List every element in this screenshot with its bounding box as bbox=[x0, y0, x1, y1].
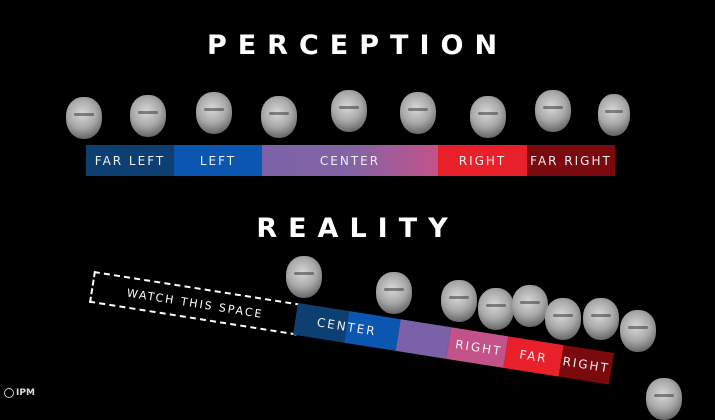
segment-left: LEFT bbox=[174, 145, 262, 176]
face-7 bbox=[470, 96, 506, 138]
perception-title: PERCEPTION bbox=[206, 30, 509, 61]
segment-far-right: FAR RIGHT bbox=[527, 145, 615, 176]
face-3 bbox=[196, 92, 232, 134]
perception-spectrum-bar: FAR LEFT LEFT CENTER RIGHT FAR RIGHT bbox=[86, 145, 615, 176]
face-r5 bbox=[512, 285, 548, 327]
logo-text: IPM bbox=[16, 388, 35, 398]
segment-right: RIGHT bbox=[438, 145, 527, 176]
face-8 bbox=[535, 90, 571, 132]
segment-center: CENTER bbox=[262, 145, 438, 176]
face-r4 bbox=[478, 288, 514, 330]
face-4 bbox=[261, 96, 297, 138]
globe-icon bbox=[4, 388, 14, 398]
ipm-logo: IPM bbox=[4, 388, 35, 398]
segment-right-label: RIGHT bbox=[446, 327, 509, 368]
face-2 bbox=[130, 95, 166, 137]
segment-far-left: FAR LEFT bbox=[86, 145, 174, 176]
watch-this-space-box: WATCH THIS SPACE bbox=[88, 271, 302, 336]
face-1 bbox=[66, 97, 102, 139]
face-5 bbox=[331, 90, 367, 132]
segment-far-right: RIGHT bbox=[558, 345, 615, 385]
face-9 bbox=[598, 94, 630, 136]
face-r3 bbox=[441, 280, 477, 322]
face-r2 bbox=[376, 272, 412, 314]
face-r9 bbox=[646, 378, 682, 420]
face-r6 bbox=[545, 298, 581, 340]
reality-title: REALITY bbox=[256, 213, 459, 244]
face-r1 bbox=[286, 256, 322, 298]
segment-center-purple bbox=[395, 319, 452, 359]
face-r8 bbox=[620, 310, 656, 352]
face-6 bbox=[400, 92, 436, 134]
face-r7 bbox=[583, 298, 619, 340]
segment-far: FAR bbox=[503, 336, 564, 377]
